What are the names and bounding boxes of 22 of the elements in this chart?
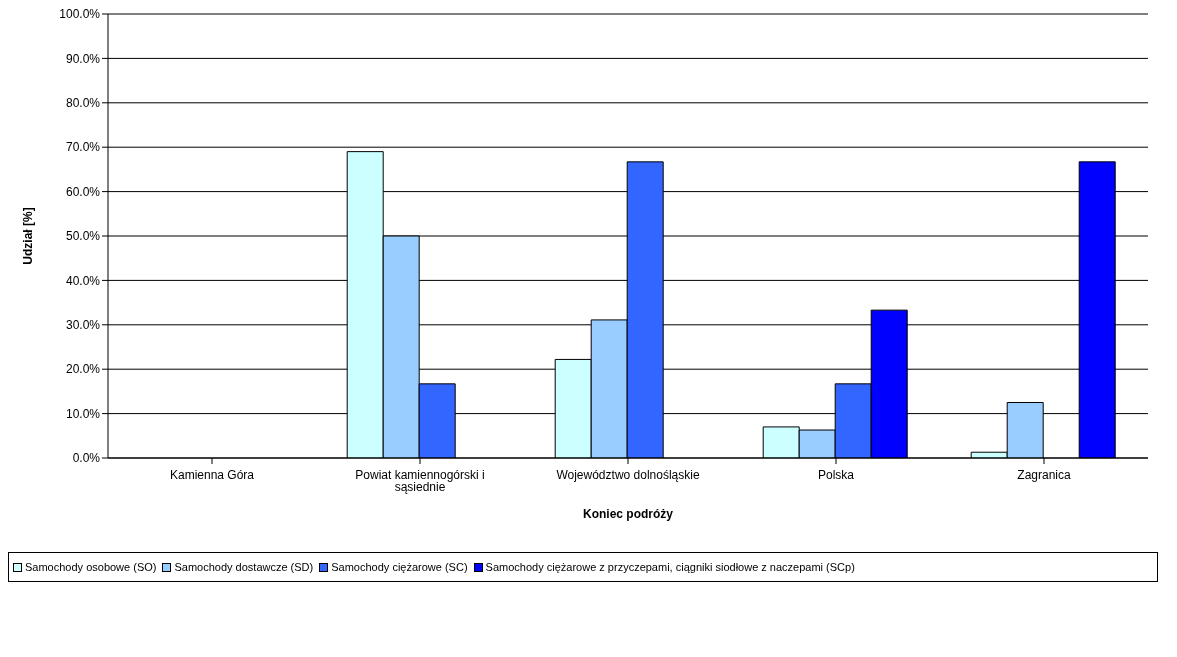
x-axis-title: Koniec podróży	[582, 507, 674, 521]
x-tick-label: Zagranica	[1017, 467, 1071, 482]
y-tick-label: 90.0%	[65, 51, 101, 66]
x-tick-label: Powiat kamiennogórski i sąsiednie	[355, 467, 485, 494]
y-tick-label: 100.0%	[59, 7, 101, 22]
y-tick-label: 20.0%	[65, 362, 101, 377]
y-tick-label: 80.0%	[65, 96, 101, 111]
legend-label: Samochody osobowe (SO)	[24, 561, 157, 573]
y-tick-label: 10.0%	[65, 406, 101, 421]
y-tick-label: 30.0%	[65, 318, 101, 333]
legend-label: Samochody ciężarowe (SC)	[330, 561, 468, 573]
legend-label: Samochody dostawcze (SD)	[173, 561, 314, 573]
y-tick-label: 70.0%	[65, 140, 101, 155]
x-tick-label: Polska	[817, 467, 855, 482]
x-tick-label: Kamienna Góra	[169, 467, 255, 482]
y-tick-label: 0.0%	[72, 451, 101, 466]
y-axis-title: Udział [%]	[21, 207, 36, 265]
y-tick-label: 50.0%	[65, 229, 101, 244]
y-tick-label: 60.0%	[65, 184, 101, 199]
y-tick-label: 40.0%	[65, 273, 101, 288]
x-tick-label: Województwo dolnośląskie	[556, 467, 700, 482]
legend-label: Samochody ciężarowe z przyczepami, ciągniki siodłowe z naczepami (SCp)	[484, 561, 855, 573]
